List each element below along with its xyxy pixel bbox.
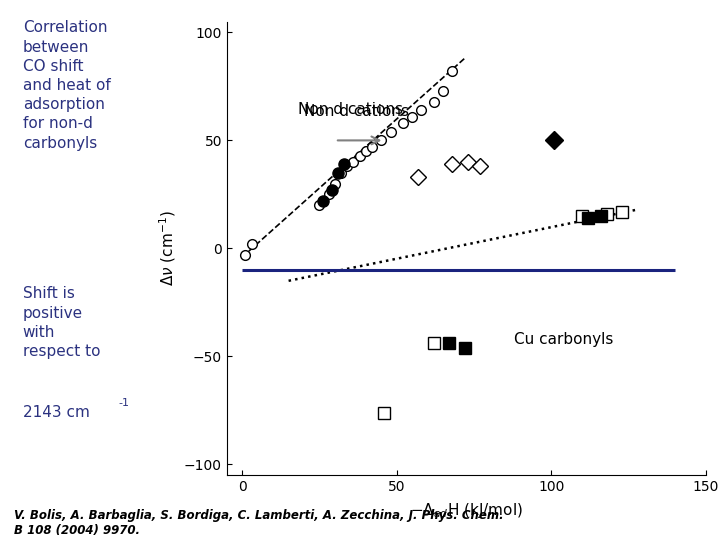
Text: Cu carbonyls: Cu carbonyls — [514, 332, 613, 347]
Text: Shift is
positive
with
respect to: Shift is positive with respect to — [23, 286, 100, 359]
X-axis label: $-\Delta_{ad}$H (kJ/mol): $-\Delta_{ad}$H (kJ/mol) — [410, 501, 523, 520]
Text: V. Bolis, A. Barbaglia, S. Bordiga, C. Lamberti, A. Zecchina, J. Phys. Chem.
B 1: V. Bolis, A. Barbaglia, S. Bordiga, C. L… — [14, 509, 504, 537]
Text: 2143 cm: 2143 cm — [23, 405, 89, 420]
Text: Non d cations: Non d cations — [298, 103, 403, 118]
Y-axis label: $\Delta\nu$ (cm$^{-1}$): $\Delta\nu$ (cm$^{-1}$) — [158, 211, 179, 286]
Text: Correlation
between
CO shift
and heat of
adsorption
for non-d
carbonyls: Correlation between CO shift and heat of… — [23, 21, 110, 151]
Text: Non d cations: Non d cations — [304, 104, 409, 119]
Text: -1: -1 — [118, 398, 129, 408]
